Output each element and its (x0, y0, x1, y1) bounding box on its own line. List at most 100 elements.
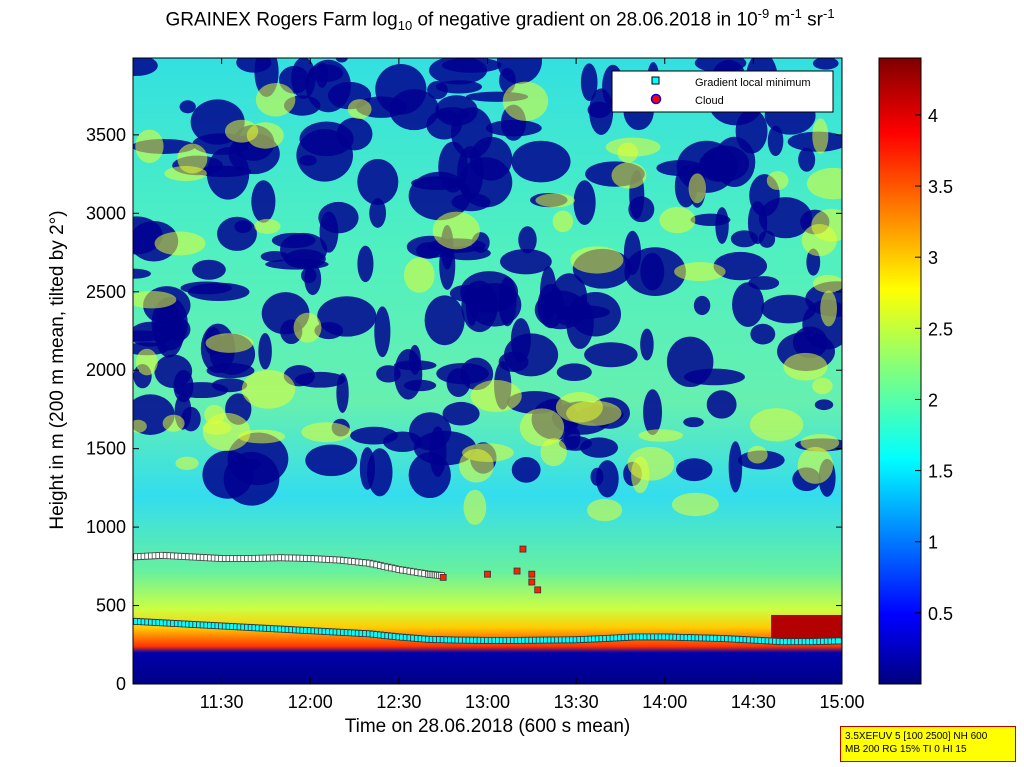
heatmap-cell (133, 419, 147, 433)
heatmap-cell (408, 452, 451, 499)
heatmap-cell (812, 118, 829, 154)
heatmap-cell (676, 140, 737, 193)
heatmap-cell (715, 207, 729, 244)
heatmap-cell (659, 206, 696, 234)
heatmap-cell (749, 408, 804, 442)
cloud-marker (439, 573, 447, 581)
heatmap-cell (318, 201, 359, 234)
heatmap-cell (175, 456, 199, 471)
heatmap-cell (299, 121, 354, 157)
heatmap-cell (812, 274, 842, 293)
y-tick-label: 1000 (86, 517, 126, 537)
heatmap-cell (767, 125, 784, 157)
heatmap-cell (812, 377, 833, 395)
y-tick-label: 1500 (86, 439, 126, 459)
heatmap-cell (459, 448, 494, 483)
colorbar-tick-label: 4 (928, 106, 938, 126)
heatmap-cell (357, 245, 374, 283)
heatmap-cell (451, 192, 491, 212)
heatmap-cell (335, 58, 349, 63)
x-axis-label: Time on 28.06.2018 (600 s mean) (344, 716, 631, 737)
heatmap-cell (133, 268, 152, 279)
heatmap-cell (217, 216, 257, 251)
x-tick-label: 13:00 (465, 692, 510, 712)
heatmap-cell (814, 399, 834, 411)
heatmap-cell (202, 450, 254, 499)
y-tick-label: 2500 (86, 282, 126, 302)
info-box: 3.5XEFUV 5 [100 2500] NH 600 MB 200 RG 1… (840, 726, 1016, 762)
y-tick-label: 0 (116, 674, 126, 694)
x-tick-label: 12:00 (288, 692, 333, 712)
heatmap-cell (164, 166, 207, 182)
heatmap-cell (350, 426, 398, 445)
cloud-marker (484, 570, 491, 578)
heatmap-cell (133, 330, 166, 342)
heatmap-cell (205, 333, 254, 353)
gradient-minimum-marker (834, 637, 842, 645)
legend-label-gradient: Gradient local minimum (695, 77, 811, 89)
heatmap-cell (336, 373, 349, 413)
x-axis: 11:30 12:00 12:30 13:00 13:30 14:00 14:30 15:00 (200, 58, 865, 712)
heatmap-cell (450, 107, 493, 159)
heatmap-cell (761, 294, 817, 324)
heatmap-blobs (133, 58, 842, 639)
heatmap-cell (728, 441, 743, 493)
heatmap-cell (154, 231, 206, 256)
y-axis-label: Height in m (200 m mean, tilted by 2°) (47, 210, 68, 530)
heatmap-cell (519, 408, 565, 447)
x-tick-label: 14:30 (731, 692, 776, 712)
heatmap-cell (587, 101, 611, 119)
heatmap-cell (688, 173, 707, 204)
colorbar-axis: 0.5 1 1.5 2 2.5 3 3.5 4 (915, 106, 953, 624)
heatmap-cell (570, 246, 624, 274)
x-tick-label: 11:30 (200, 692, 244, 712)
heatmap-cell (241, 369, 296, 409)
heatmap-cell (771, 614, 842, 639)
heatmap-cell (258, 333, 272, 370)
x-tick-label: 15:00 (819, 692, 864, 712)
cloud-marker (528, 578, 536, 586)
heatmap-cell (234, 220, 252, 234)
heatmap-cell (671, 492, 719, 517)
heatmap-cell (638, 429, 684, 442)
heatmap-cell (457, 146, 484, 200)
heatmap-cell (511, 140, 571, 183)
heatmap-cell (676, 458, 713, 482)
heatmap-cell (403, 257, 435, 293)
cloud-marker (513, 567, 521, 575)
heatmap-cell (706, 390, 737, 419)
heatmap-cell (442, 58, 502, 73)
heatmap-cell (463, 489, 487, 525)
heatmap-cell (566, 400, 622, 426)
heatmap-cell (587, 498, 623, 522)
info-line-2: MB 200 RG 15% TI 0 HI 15 (845, 744, 967, 755)
heatmap-cell (640, 328, 654, 361)
heatmap-cell (301, 267, 317, 284)
y-axis: 0 500 1000 1500 2000 2500 3000 3500 (86, 125, 842, 694)
heatmap-cell (224, 119, 259, 143)
heatmap-cell (374, 306, 391, 358)
legend-box (611, 70, 834, 113)
heatmap-cell (556, 363, 592, 382)
heatmap-cell (416, 242, 442, 259)
heatmap-cell (317, 296, 377, 337)
heatmap-cell (204, 404, 225, 425)
legend-marker-cloud (650, 93, 662, 105)
heatmap-cell (280, 232, 328, 267)
heatmap-cell (732, 282, 764, 327)
info-line-1: 3.5XEFUV 5 [100 2500] NH 600 (845, 731, 988, 742)
heatmap-cell (693, 295, 711, 316)
heatmap-cell (369, 198, 387, 228)
heatmap-cell (540, 438, 567, 467)
x-tick-label: 14:00 (642, 692, 687, 712)
heatmap-cell (806, 167, 842, 200)
cloud-marker (519, 545, 527, 553)
heatmap-cell (798, 147, 816, 172)
heatmap-cell (254, 218, 281, 234)
heatmap-cell (179, 100, 196, 114)
heatmap-cell (206, 363, 255, 379)
heatmap-cell (596, 460, 619, 498)
heatmap-cell (177, 143, 208, 174)
heatmap-cell (133, 290, 177, 309)
heatmap-cell (611, 162, 647, 189)
